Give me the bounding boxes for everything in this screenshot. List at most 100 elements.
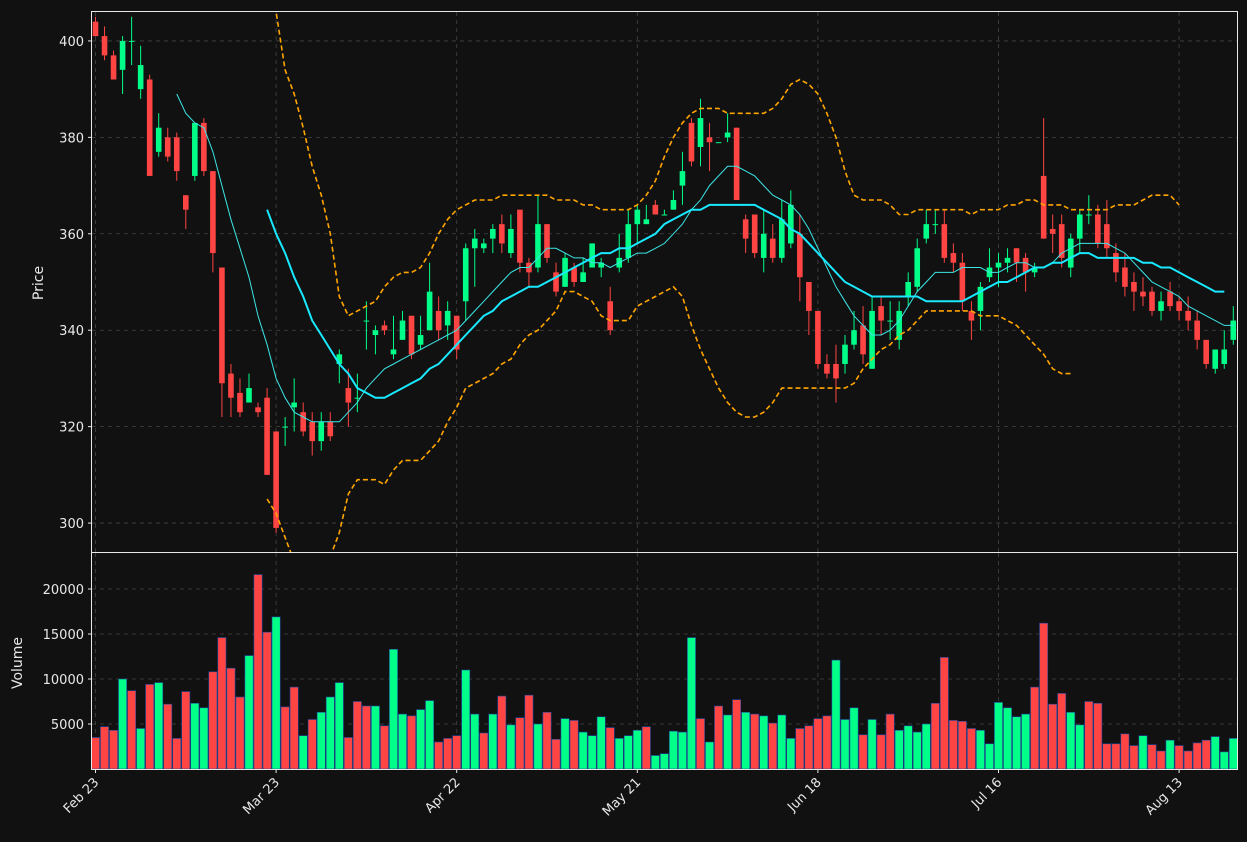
- candle-body: [228, 373, 234, 398]
- price-axis-label: Price: [31, 266, 47, 300]
- candle-body: [544, 224, 550, 258]
- candle-body: [923, 224, 930, 239]
- candle-body: [173, 137, 180, 172]
- candle-body: [408, 315, 415, 355]
- volume-bar: [1012, 716, 1021, 770]
- volume-bar: [696, 718, 705, 770]
- candle-body: [282, 426, 288, 428]
- candle-body: [932, 224, 939, 226]
- candle-body: [688, 122, 695, 162]
- price-tick-label: 300: [59, 517, 84, 532]
- candle-body: [959, 262, 966, 302]
- upper-band-line: [275, 12, 1180, 317]
- volume-bar: [605, 727, 615, 770]
- candle-body: [219, 267, 225, 384]
- candle-body: [164, 137, 171, 157]
- candle-body: [137, 65, 144, 90]
- volume-bar: [876, 734, 886, 770]
- candle-body: [517, 209, 523, 263]
- volume-bar: [714, 705, 723, 770]
- volume-panel-frame: [91, 552, 1238, 770]
- volume-bar: [172, 738, 182, 770]
- volume-bar: [497, 695, 507, 770]
- candle-body: [490, 228, 496, 239]
- volume-bar: [678, 731, 687, 770]
- volume-bar: [551, 738, 561, 770]
- volume-bar: [623, 735, 633, 770]
- volume-bar: [1129, 745, 1139, 770]
- volume-tick-label: 15000: [43, 628, 84, 643]
- candle-body: [399, 320, 406, 340]
- volume-bar: [416, 709, 425, 770]
- volume-bar: [524, 694, 534, 770]
- volume-bar: [298, 735, 308, 770]
- candle-body: [1176, 301, 1182, 311]
- volume-bar: [1048, 703, 1058, 770]
- volume-bar: [786, 738, 796, 770]
- candle-body: [697, 118, 704, 147]
- volume-bar: [1138, 735, 1148, 770]
- volume-bar: [217, 637, 227, 770]
- candle-body: [499, 224, 505, 244]
- price-tick-label: 360: [59, 228, 84, 243]
- candle-body: [941, 224, 948, 258]
- volume-bar: [1192, 742, 1202, 770]
- volume-bar: [542, 711, 552, 770]
- candle-body: [1076, 214, 1083, 239]
- candle-body: [309, 421, 316, 442]
- volume-bar: [1003, 707, 1012, 770]
- candle-body: [661, 214, 668, 216]
- volume-bar: [389, 648, 398, 770]
- volume-bar: [1084, 701, 1094, 770]
- candle-body: [535, 224, 541, 268]
- price-tick-label: 400: [59, 35, 84, 50]
- volume-bar: [190, 702, 200, 770]
- candle-body: [977, 286, 984, 311]
- candle-body: [381, 325, 388, 331]
- candle-body: [417, 335, 424, 345]
- candle-body: [733, 127, 740, 201]
- volume-bar: [361, 705, 371, 770]
- volume-bar: [289, 686, 299, 770]
- candle-body: [327, 421, 334, 437]
- volume-bar: [894, 729, 904, 770]
- candle-body: [715, 142, 722, 144]
- volume-bars: [91, 574, 1238, 770]
- volume-bar: [343, 737, 353, 770]
- candle-body: [471, 238, 478, 249]
- candle-body: [625, 224, 632, 258]
- volume-bar: [443, 738, 453, 770]
- volume-bar: [1057, 693, 1067, 770]
- volume-bar: [434, 741, 444, 770]
- candle-body: [670, 200, 677, 210]
- price-candles: [92, 16, 1237, 533]
- candle-body: [571, 267, 577, 282]
- candle-body: [92, 21, 99, 37]
- candle-body: [101, 36, 108, 56]
- volume-bar: [380, 725, 389, 770]
- candle-body: [246, 388, 252, 403]
- candle-body: [860, 325, 866, 355]
- candle-body: [1203, 339, 1209, 364]
- volume-bar: [1174, 745, 1184, 770]
- candle-body: [887, 320, 893, 322]
- candle-body: [201, 122, 207, 172]
- lower-band-line: [266, 285, 1071, 552]
- volume-bar: [461, 669, 471, 770]
- volume-bar: [470, 713, 480, 770]
- candle-body: [896, 310, 902, 340]
- candle-body: [354, 397, 361, 399]
- volume-bar: [352, 701, 362, 770]
- volume-bar: [1183, 750, 1193, 770]
- volume-bar: [650, 755, 660, 770]
- volume-bar: [145, 684, 155, 770]
- volume-bar: [109, 729, 118, 770]
- candle-body: [652, 204, 659, 215]
- volume-bar: [939, 657, 949, 770]
- volume-bar: [1210, 736, 1220, 770]
- volume-bar: [777, 714, 787, 770]
- volume-bar: [1219, 751, 1229, 770]
- volume-bar: [659, 753, 669, 770]
- candle-body: [336, 354, 343, 364]
